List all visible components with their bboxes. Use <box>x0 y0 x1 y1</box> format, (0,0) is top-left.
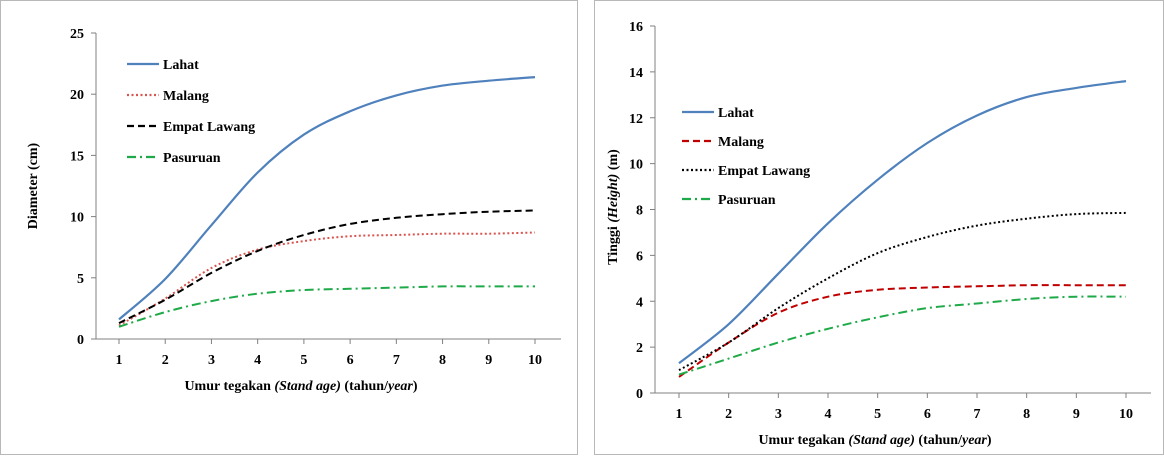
height-x-tick-label: 8 <box>1023 407 1030 422</box>
legend-label: Empat Lawang <box>718 164 810 179</box>
height-y-tick-label: 12 <box>629 112 643 127</box>
diameter-y-tick-label: 15 <box>70 149 84 164</box>
diameter-x-tick-label: 6 <box>347 353 354 368</box>
height-x-tick-label: 6 <box>924 407 931 422</box>
legend-label: Pasuruan <box>163 151 221 166</box>
height-x-tick-label: 7 <box>974 407 981 422</box>
height-x-tick-label: 3 <box>775 407 782 422</box>
diameter-series-line-lahat <box>118 76 536 321</box>
height-y-tick-label: 10 <box>629 158 643 173</box>
height-y-tick-label: 14 <box>629 66 643 81</box>
height-y-tick-label: 16 <box>629 20 643 35</box>
height-x-axis-title-part: ) <box>987 433 992 448</box>
height-y-tick-label: 2 <box>636 341 643 356</box>
diameter-series-line-empat-lawang <box>118 209 536 324</box>
diameter-y-tick-label: 25 <box>70 27 84 42</box>
legend-label: Lahat <box>718 106 754 121</box>
height-x-tick-label: 5 <box>874 407 881 422</box>
diameter-y-tick-label: 5 <box>77 272 84 287</box>
diameter-chart: 0 5 10 15 20 25 1 2 3 4 5 6 7 8 9 10 Umur tegakan (Stand… <box>26 27 561 394</box>
diameter-x-axis-title: Umur tegakan (Stand age) (tahun/year) <box>184 379 417 394</box>
height-y-axis-title-part: Tinggi <box>606 223 621 265</box>
diameter-x-tick-label: 2 <box>162 353 169 368</box>
height-y-axis-title-part: (m) <box>606 149 621 174</box>
diameter-x-tick-label: 8 <box>439 353 446 368</box>
diameter-y-axis-title-part: Diameter (cm) <box>26 142 41 229</box>
diameter-x-tick-label: 5 <box>300 353 307 368</box>
diameter-y-tick-label: 0 <box>77 333 84 348</box>
height-y-axis-title: Tinggi (Height) (m) <box>606 149 621 265</box>
height-x-tick-label: 2 <box>725 407 732 422</box>
diameter-y-tick-label: 20 <box>70 88 84 103</box>
height-y-tick-label: 4 <box>636 295 643 310</box>
height-x-tick-label: 1 <box>676 407 683 422</box>
height-x-axis-title-part: (tahun/ <box>915 433 963 448</box>
diameter-x-tick-label: 10 <box>528 353 542 368</box>
height-x-axis-title-part: (Stand age) <box>848 433 915 448</box>
diameter-y-tick-label: 10 <box>70 211 84 226</box>
height-x-tick-label: 9 <box>1073 407 1080 422</box>
diameter-series-line-pasuruan <box>118 285 535 328</box>
height-y-tick-label: 0 <box>636 387 643 402</box>
diameter-x-axis-title-part: (tahun/ <box>341 379 389 394</box>
height-series-line-pasuruan <box>678 295 1127 376</box>
legend-label: Malang <box>163 89 209 104</box>
legend-label: Lahat <box>163 58 199 73</box>
height-x-axis-title-part: Umur tegakan <box>758 433 848 448</box>
diameter-x-tick-label: 7 <box>393 353 400 368</box>
legend-label: Empat Lawang <box>163 120 255 135</box>
height-y-axis-title-part: (Height) <box>606 174 621 223</box>
height-y-tick-label: 8 <box>636 204 643 219</box>
diameter-x-axis-title-part: year <box>386 379 413 394</box>
height-x-axis-title: Umur tegakan (Stand age) (tahun/year) <box>758 433 991 448</box>
diameter-series-line-malang <box>118 231 536 327</box>
diameter-x-tick-label: 1 <box>116 353 123 368</box>
diameter-y-axis-title: Diameter (cm) <box>26 142 41 229</box>
height-x-tick-label: 10 <box>1119 407 1133 422</box>
panel-gap <box>578 0 594 455</box>
legend-label: Pasuruan <box>718 193 776 208</box>
height-y-tick-label: 6 <box>636 249 643 264</box>
height-series-line-empat-lawang <box>678 211 1127 371</box>
diameter-x-axis-title-part: ) <box>413 379 418 394</box>
diameter-x-tick-label: 4 <box>254 353 261 368</box>
diameter-x-tick-label: 3 <box>208 353 215 368</box>
diameter-x-tick-label: 9 <box>485 353 492 368</box>
height-x-tick-label: 4 <box>825 407 832 422</box>
legend-label: Malang <box>718 135 764 150</box>
diameter-x-axis-title-part: Umur tegakan <box>184 379 274 394</box>
diameter-chart-panel: 0 5 10 15 20 25 1 2 3 4 5 6 7 8 9 10 Umur tegakan (Stand… <box>0 0 578 455</box>
height-series-line-lahat <box>678 80 1127 365</box>
diameter-x-axis-title-part: (Stand age) <box>274 379 341 394</box>
height-x-axis-title-part: year <box>960 433 987 448</box>
height-chart-panel: 0 2 4 6 8 10 12 14 16 1 2 3 4 5 6 7 8 9 10 Umur tegakan (St… <box>594 0 1164 455</box>
